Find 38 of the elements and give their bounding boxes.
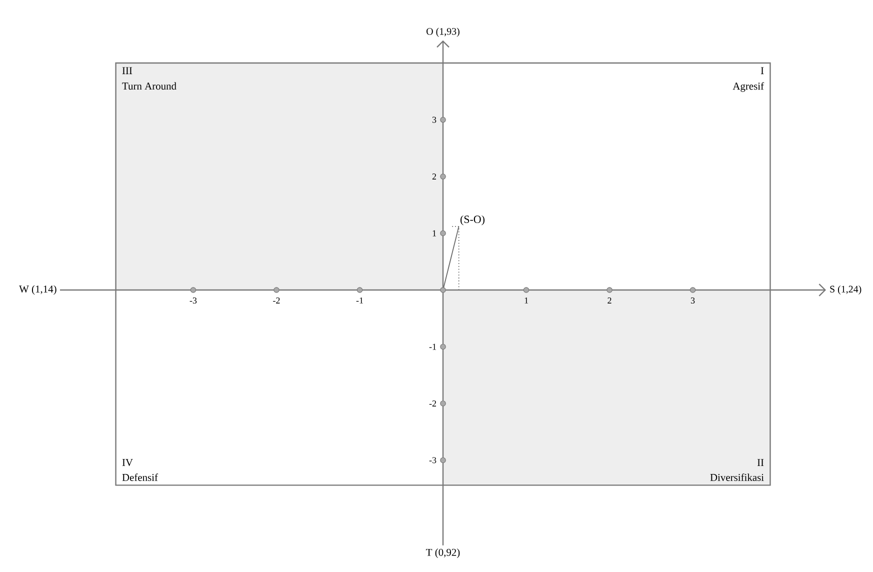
x-axis-title: S (1,24) <box>830 285 862 295</box>
annotation: Agresif <box>732 82 764 92</box>
x-tick-label: -2 <box>273 298 280 304</box>
annotation: (S-O) <box>460 215 484 226</box>
point <box>440 174 446 180</box>
annotation: Diversifikasi <box>710 474 764 481</box>
x-tick-label: -1 <box>356 298 363 304</box>
point <box>440 457 446 464</box>
y-tick-label: 1 <box>432 230 436 236</box>
x-tick-label: 3 <box>690 298 695 304</box>
point <box>440 400 446 406</box>
y-tick-label: -2 <box>429 400 436 406</box>
y-axis-title: O (1,93) <box>426 28 460 37</box>
x-tick-label: -3 <box>190 298 197 304</box>
point <box>440 344 446 350</box>
annotation: IV <box>122 458 133 466</box>
point <box>274 287 280 293</box>
annotation: II <box>757 459 764 466</box>
point <box>606 287 612 293</box>
annotation: Turn Around <box>122 82 176 90</box>
y-tick-label: 3 <box>432 116 436 123</box>
x-tick-label: 2 <box>608 298 612 304</box>
point <box>356 287 363 293</box>
point <box>440 230 446 236</box>
annotation: I <box>760 67 764 74</box>
text: W (1,14) <box>19 285 56 295</box>
point <box>690 287 696 293</box>
annotation: III <box>122 67 132 74</box>
point <box>523 287 530 293</box>
text: T (0,92) <box>426 548 460 558</box>
point <box>440 116 446 123</box>
x-tick-label: 1 <box>524 298 528 304</box>
point <box>190 287 196 293</box>
y-tick-label: -3 <box>429 457 436 464</box>
point <box>440 287 446 293</box>
y-tick-label: 2 <box>432 174 436 180</box>
y-tick-label: -1 <box>429 344 436 350</box>
annotation: Defensif <box>122 474 158 481</box>
